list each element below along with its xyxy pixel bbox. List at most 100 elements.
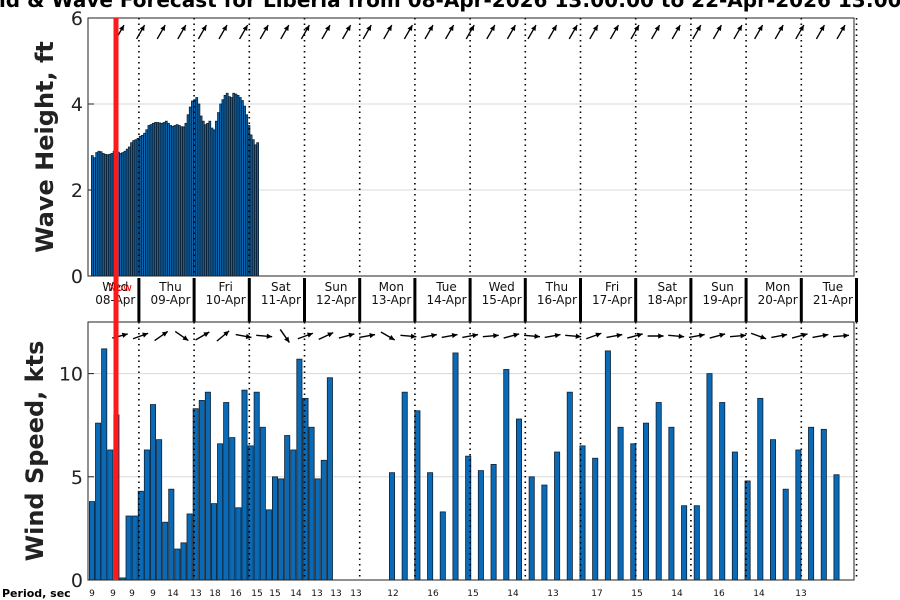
wave-direction-arrow <box>815 24 826 40</box>
period-value: 15 <box>467 589 478 599</box>
wind-bar <box>388 472 395 581</box>
wave-direction-arrow <box>238 24 249 40</box>
wave-bar <box>132 140 136 277</box>
wave-bar <box>91 155 94 277</box>
wave-bar <box>127 146 131 277</box>
wind-y-axis-label: Wind Speed, kts <box>21 341 49 562</box>
wave-direction-arrow <box>444 24 455 40</box>
wind-bar <box>566 391 573 581</box>
wind-direction-arrow <box>154 330 169 342</box>
wave-bar <box>245 114 249 277</box>
wave-bar <box>221 99 225 277</box>
wind-bar <box>414 410 421 581</box>
wind-direction-arrow <box>297 332 314 340</box>
wave-bar <box>212 129 216 277</box>
wave-bar <box>236 95 240 277</box>
wave-bar <box>108 153 112 277</box>
wind-bar <box>302 397 309 581</box>
wind-bar <box>259 426 266 581</box>
wave-bar <box>243 105 246 277</box>
wave-bar <box>119 153 122 277</box>
wind-bar <box>131 515 138 581</box>
wind-bar <box>401 391 408 581</box>
wave-direction-arrow <box>156 24 166 40</box>
wave-bar <box>225 92 229 277</box>
day-name-label: Sun <box>325 280 348 294</box>
wave-bar <box>251 139 255 277</box>
period-values: 9 9 9 9 14 13 18 16 15 15 14 13 13 13 12 16 15 14 13 17 15 14… <box>89 589 807 599</box>
wind-y-tick-label: 10 <box>59 364 83 386</box>
wave-bar <box>130 142 133 277</box>
wave-bar <box>197 103 201 277</box>
wind-direction-arrow <box>565 333 582 339</box>
wave-bar <box>180 126 183 277</box>
period-value: 12 <box>387 589 398 599</box>
wind-bar <box>296 358 303 581</box>
chart-title: Wind & Wave Forecast for Liberia from 08… <box>0 0 900 12</box>
wind-direction-arrow <box>812 332 829 339</box>
wind-direction-arrow <box>462 332 479 339</box>
wind-direction-arrow <box>750 332 767 340</box>
wave-bar <box>149 124 153 277</box>
wind-bar <box>477 470 484 581</box>
wave-direction-arrow <box>424 24 434 40</box>
wind-bar <box>95 422 102 581</box>
period-value: 15 <box>631 589 642 599</box>
wind-bar <box>107 449 114 581</box>
wind-plot-frame <box>87 321 855 581</box>
wind-direction-arrow <box>627 332 643 339</box>
wind-bar <box>427 472 434 581</box>
wind-bar <box>795 449 802 581</box>
wave-bar <box>256 142 260 277</box>
wave-bar <box>184 122 188 277</box>
wind-direction-arrow <box>359 332 376 339</box>
wave-bar <box>214 120 218 277</box>
wave-bar <box>223 95 227 277</box>
wind-bar <box>125 515 132 581</box>
wave-direction-arrow <box>341 24 352 40</box>
wave-direction-arrow <box>527 24 537 40</box>
wind-direction-arrow <box>791 332 808 339</box>
wave-bar <box>249 134 253 277</box>
wave-direction-arrow <box>630 24 640 40</box>
wind-bar <box>253 391 260 581</box>
now-marker: Now <box>108 18 132 580</box>
wind-direction-arrow <box>235 333 252 340</box>
wave-direction-arrow <box>486 24 496 40</box>
wave-direction-arrow <box>712 24 723 40</box>
period-value: 9 <box>150 589 156 599</box>
wave-bar <box>182 126 186 277</box>
wind-bar <box>149 404 156 581</box>
wind-speed-panel: 0 5 10 Wind Speed, kts <box>21 321 858 592</box>
wave-y-tick-labels: 0 2 4 6 <box>71 8 83 288</box>
wave-direction-arrow <box>774 24 784 40</box>
now-label: Now <box>108 281 132 294</box>
wave-bar <box>188 106 192 277</box>
wind-bar <box>465 455 472 581</box>
wave-bar <box>230 97 233 277</box>
wind-bar <box>503 369 510 581</box>
wave-y-tick-label: 4 <box>71 94 83 116</box>
day-name-label: Mon <box>765 280 790 294</box>
wind-direction-arrow <box>771 332 788 339</box>
wave-plot-frame <box>87 17 855 277</box>
wave-direction-arrow <box>671 24 681 40</box>
wind-bar <box>592 457 599 581</box>
wind-bar <box>693 505 700 581</box>
wind-bar <box>168 488 175 581</box>
day-name-label: Tue <box>435 280 457 294</box>
period-value: 13 <box>795 589 806 599</box>
wind-bar <box>833 474 840 581</box>
period-value: 13 <box>190 589 201 599</box>
period-value: 18 <box>209 589 221 599</box>
day-date-label: 11-Apr <box>261 293 301 307</box>
wave-direction-arrow <box>568 24 578 40</box>
period-value: 9 <box>89 589 95 599</box>
wave-bar <box>99 151 103 277</box>
wave-direction-arrow <box>836 24 846 40</box>
wave-bar <box>154 122 157 277</box>
wind-bar <box>229 437 236 581</box>
wave-direction-arrow <box>280 24 290 40</box>
wind-direction-arrow <box>709 332 726 339</box>
